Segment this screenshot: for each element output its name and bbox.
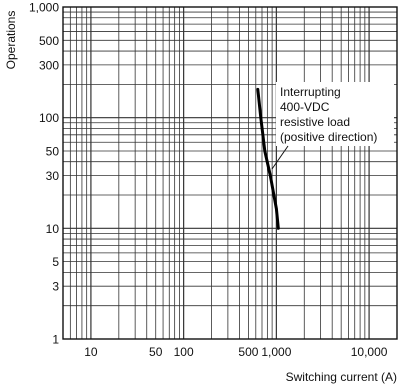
- series-group: [256, 87, 280, 230]
- x-tick-label: 500: [238, 345, 258, 359]
- x-axis-title: Switching current (A): [286, 370, 397, 384]
- x-tick-labels: 10 50 100 500 1,000 10,000: [84, 345, 388, 359]
- annotation-line: 400-VDC: [280, 100, 330, 114]
- y-tick-label: 100: [39, 111, 59, 125]
- annotation-line: Interrupting: [280, 85, 341, 99]
- y-tick-label: 300: [39, 58, 59, 72]
- y-tick-labels: 1 3 5 10 30 50 100 300 500 1,000: [29, 1, 59, 347]
- annotation-line: (positive direction): [280, 130, 377, 144]
- series-line: [256, 87, 280, 230]
- x-tick-label: 10,000: [351, 345, 388, 359]
- x-tick-label: 100: [174, 345, 194, 359]
- x-tick-label: 10: [84, 345, 98, 359]
- y-tick-label: 3: [52, 280, 59, 294]
- y-tick-label: 500: [39, 34, 59, 48]
- x-tick-label: 50: [149, 345, 163, 359]
- plot-frame: [62, 6, 398, 340]
- annotation-leader: [271, 145, 289, 170]
- y-tick-label: 5: [52, 255, 59, 269]
- y-tick-label: 1: [52, 333, 59, 347]
- y-tick-label: 50: [46, 144, 60, 158]
- annotation-line: resistive load: [280, 115, 350, 129]
- annotation-background: [276, 82, 394, 146]
- y-tick-label: 10: [46, 222, 60, 236]
- grid: [63, 7, 397, 339]
- y-axis-title: Operations: [4, 11, 18, 70]
- y-tick-label: 30: [46, 169, 60, 183]
- x-tick-label: 1,000: [261, 345, 291, 359]
- y-tick-label: 1,000: [29, 1, 59, 15]
